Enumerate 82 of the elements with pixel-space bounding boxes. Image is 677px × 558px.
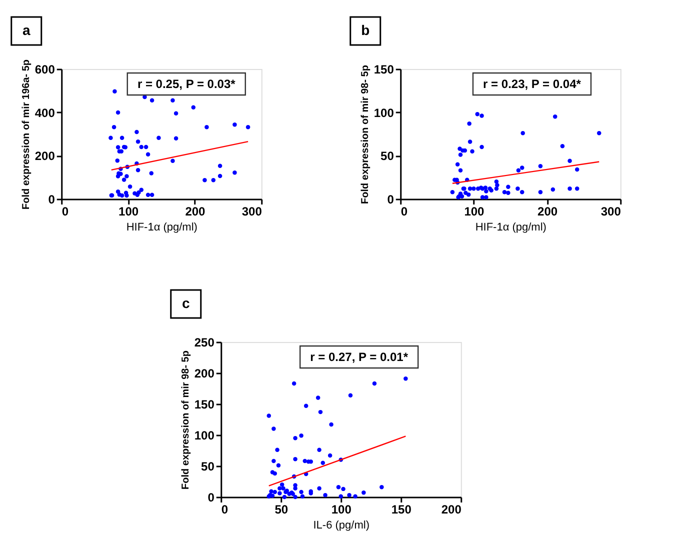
point	[280, 482, 284, 487]
y-tick-label: 0	[48, 192, 56, 206]
point	[353, 494, 358, 498]
annotation: r = 0.23, P = 0.04*	[483, 77, 582, 91]
point	[293, 436, 298, 440]
chart-title: b	[361, 22, 370, 38]
point	[302, 458, 307, 464]
point	[380, 484, 384, 490]
point	[316, 396, 320, 400]
y-axis-title: Fold expression of mir 196a- 5p	[20, 59, 32, 210]
point	[278, 486, 282, 490]
y-tick-label: 200	[34, 149, 56, 164]
y-tick-label: 600	[34, 62, 56, 76]
point	[275, 448, 280, 452]
x-tick-label: 300	[242, 204, 262, 218]
point	[272, 426, 276, 431]
x-tick-label: 300	[600, 204, 622, 218]
annotation: r = 0.25, P = 0.03*	[137, 77, 236, 91]
x-tick-label: 100	[331, 502, 352, 516]
y-axis-title: Fold expression of mir 98- 5p	[360, 65, 371, 204]
point	[338, 494, 343, 498]
chart-title: c	[182, 295, 190, 311]
x-axis-title: HIF-1α (pg/ml)	[475, 222, 546, 234]
point	[287, 492, 292, 496]
y-tick-label: 150	[194, 398, 215, 412]
y-tick-label: 250	[194, 336, 215, 350]
point	[272, 471, 277, 476]
chart-title: a	[22, 22, 30, 38]
point	[299, 434, 304, 438]
point	[317, 486, 322, 490]
point	[362, 490, 366, 495]
point	[293, 457, 298, 462]
y-tick-label: 200	[194, 366, 215, 380]
point	[320, 460, 325, 466]
point	[282, 494, 287, 500]
point	[270, 494, 275, 498]
x-axis-title: IL-6 (pg/ml)	[313, 520, 370, 532]
x-tick-label: 200	[185, 204, 206, 218]
point	[317, 448, 322, 452]
point	[304, 404, 308, 408]
point	[372, 381, 377, 386]
point	[299, 490, 304, 494]
point	[272, 458, 276, 464]
x-tick-label: 200	[538, 204, 558, 218]
x-tick-label: 100	[118, 204, 139, 218]
point	[272, 490, 277, 494]
y-tick-label: 50	[201, 460, 215, 474]
y-tick-label: 150	[374, 62, 394, 76]
point	[292, 381, 296, 386]
x-tick-label: 0	[400, 204, 408, 218]
point	[278, 491, 282, 496]
y-tick-label: 0	[387, 192, 394, 206]
y-tick-label: 0	[208, 490, 215, 504]
point	[328, 453, 332, 458]
point	[404, 376, 408, 381]
x-tick-label: 50	[274, 502, 288, 516]
point	[318, 410, 323, 414]
x-tick-label: 100	[464, 204, 485, 218]
point	[348, 393, 353, 398]
point	[281, 486, 286, 490]
x-tick-label: 150	[391, 502, 412, 516]
point	[329, 422, 334, 427]
x-tick-label: 0	[221, 502, 228, 516]
point	[347, 493, 352, 498]
point	[266, 414, 271, 418]
point	[341, 486, 346, 492]
y-tick-label: 50	[380, 149, 394, 164]
point	[293, 494, 298, 500]
x-axis-title: HIF-1α (pg/ml)	[126, 222, 198, 234]
point	[269, 489, 274, 494]
point	[293, 486, 298, 490]
y-axis-title: Fold expression of mir 98- 5p	[180, 350, 192, 490]
y-tick-label: 100	[374, 106, 394, 120]
y-tick-label: 400	[34, 106, 56, 120]
point	[276, 463, 281, 468]
x-tick-label: 0	[62, 204, 69, 218]
point	[323, 493, 328, 498]
x-tick-label: 200	[441, 502, 462, 516]
point	[300, 494, 305, 498]
point	[336, 484, 341, 490]
y-tick-label: 100	[194, 428, 215, 442]
annotation: r = 0.27, P = 0.01*	[310, 350, 408, 364]
